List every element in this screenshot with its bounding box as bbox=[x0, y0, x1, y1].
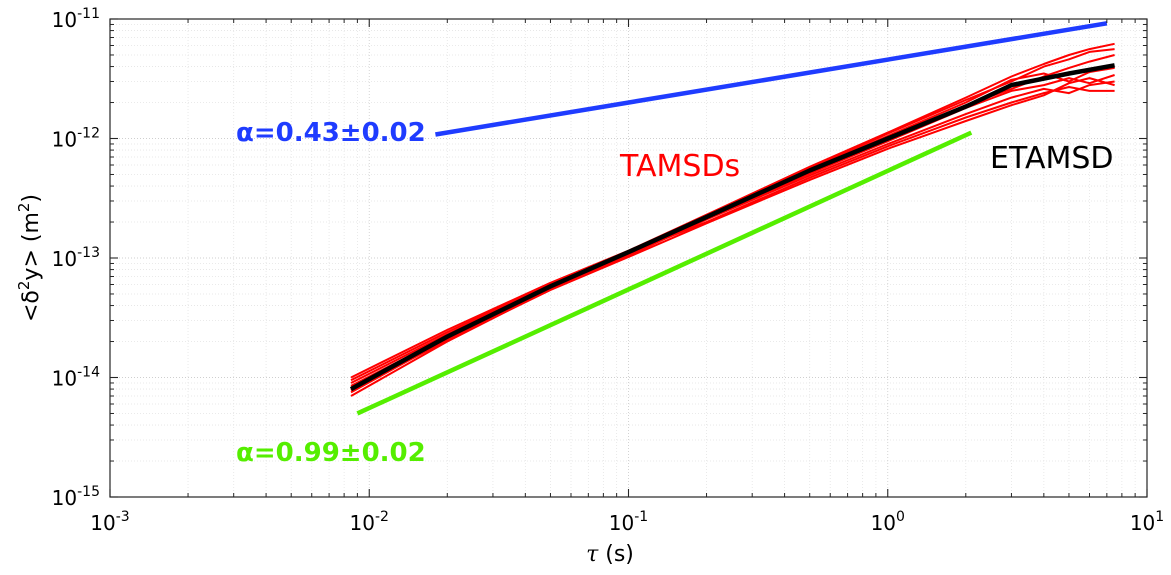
x-tick-labels: 10-3 10-2 10-1 100 101 bbox=[90, 509, 1164, 535]
y-tick-base: 10 bbox=[52, 8, 77, 32]
x-tick-base: 10 bbox=[90, 511, 115, 535]
tamsd-curve bbox=[350, 42, 1115, 382]
x-axis-title: τ (s) bbox=[586, 542, 634, 567]
x-tick-base: 10 bbox=[609, 511, 634, 535]
y-tick-exponent: -11 bbox=[77, 6, 100, 22]
y-tick-exponent: -13 bbox=[77, 245, 100, 261]
y-axis-open: <δ bbox=[19, 290, 44, 322]
y-tick-base: 10 bbox=[52, 247, 77, 271]
tamsds-label: TAMSDs bbox=[619, 149, 740, 184]
x-tick-exponent: 0 bbox=[896, 509, 905, 525]
x-axis-unit: (s) bbox=[598, 542, 634, 567]
alpha-label-blue: α=0.43±0.02 bbox=[236, 118, 426, 148]
x-tick-exponent: -1 bbox=[634, 509, 648, 525]
etamsd-label: ETAMSD bbox=[990, 141, 1114, 176]
x-tick-label: 101 bbox=[1130, 509, 1164, 535]
y-axis-close: ) bbox=[19, 194, 44, 203]
x-tick-label: 100 bbox=[871, 509, 905, 535]
tamsd-curve bbox=[350, 77, 1115, 392]
x-tick-base: 10 bbox=[1130, 511, 1155, 535]
y-tick-label: 10-11 bbox=[52, 6, 100, 32]
y-tick-base: 10 bbox=[52, 128, 77, 152]
x-tick-exponent: -2 bbox=[375, 509, 389, 525]
y-tick-label: 10-14 bbox=[52, 365, 100, 391]
x-tick-base: 10 bbox=[350, 511, 375, 535]
x-tick-base: 10 bbox=[871, 511, 896, 535]
reference-line-blue bbox=[435, 21, 1108, 137]
etamsd-curve bbox=[349, 63, 1115, 392]
y-tick-exponent: -14 bbox=[77, 365, 100, 381]
y-tick-base: 10 bbox=[52, 367, 77, 391]
y-axis-title: <δ2y> (m2) bbox=[15, 194, 44, 322]
y-tick-exponent: -12 bbox=[77, 126, 100, 142]
y-axis-sup1: 2 bbox=[15, 281, 33, 291]
x-tick-exponent: -3 bbox=[116, 509, 130, 525]
x-axis-symbol: τ bbox=[586, 542, 599, 567]
y-tick-label: 10-15 bbox=[52, 484, 100, 510]
alpha-label-green: α=0.99±0.02 bbox=[236, 438, 426, 468]
axis-ticks bbox=[109, 18, 1148, 498]
y-tick-label: 10-12 bbox=[52, 126, 100, 152]
y-tick-label: 10-13 bbox=[52, 245, 100, 271]
x-tick-label: 10-3 bbox=[90, 509, 129, 535]
y-axis-mid: y> (m bbox=[19, 212, 44, 280]
reference-line-green bbox=[356, 130, 973, 416]
x-tick-exponent: 1 bbox=[1155, 509, 1164, 525]
y-tick-base: 10 bbox=[52, 486, 77, 510]
x-tick-label: 10-2 bbox=[350, 509, 389, 535]
y-axis-sup2: 2 bbox=[15, 203, 33, 213]
x-tick-label: 10-1 bbox=[609, 509, 648, 535]
y-tick-exponent: -15 bbox=[77, 484, 100, 500]
